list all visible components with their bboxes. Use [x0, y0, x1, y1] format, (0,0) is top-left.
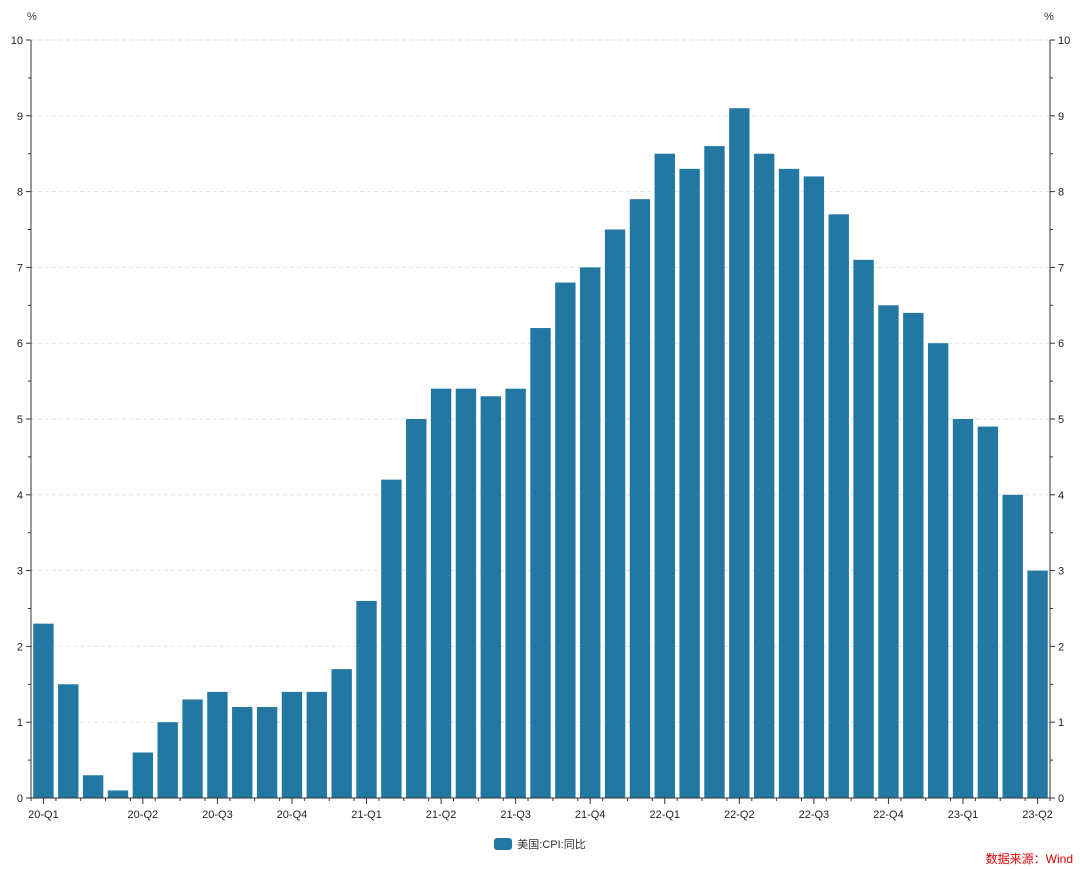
bar	[778, 168, 800, 799]
bar	[182, 699, 203, 798]
x-tick-label: 22-Q3	[799, 809, 830, 821]
bar	[132, 752, 154, 798]
y-tick-label-right: 10	[1058, 35, 1070, 47]
bar	[903, 312, 924, 798]
bar	[157, 722, 178, 798]
bar	[33, 623, 54, 798]
data-source-note: 数据来源：Wind	[985, 852, 1073, 866]
bar	[729, 108, 750, 799]
bar	[853, 259, 874, 798]
y-unit-left: %	[27, 11, 37, 23]
x-tick-label: 21-Q3	[500, 809, 531, 821]
bar	[580, 267, 601, 798]
y-tick-label-right: 3	[1058, 566, 1064, 578]
y-tick-label-right: 2	[1058, 641, 1064, 653]
y-tick-label-left: 10	[11, 35, 23, 47]
bar	[306, 691, 328, 798]
bar	[107, 790, 129, 798]
x-tick-label: 22-Q1	[649, 809, 680, 821]
bar	[679, 168, 700, 799]
bar	[480, 396, 501, 798]
y-tick-label-left: 3	[17, 566, 23, 578]
bar	[753, 153, 775, 798]
bar	[381, 479, 402, 798]
bar	[604, 229, 626, 798]
x-tick-label: 20-Q3	[202, 809, 233, 821]
bar	[58, 684, 79, 798]
bar	[803, 176, 825, 798]
legend-swatch	[494, 838, 513, 850]
bar	[232, 707, 253, 798]
bar	[455, 388, 477, 798]
bar	[331, 669, 352, 798]
y-tick-label-right: 6	[1058, 338, 1064, 350]
bar	[281, 691, 303, 798]
y-tick-label-left: 0	[17, 793, 23, 805]
bar	[927, 343, 949, 798]
bar	[977, 426, 999, 798]
bar	[952, 419, 974, 798]
bar	[1002, 494, 1023, 798]
y-tick-label-right: 9	[1058, 111, 1064, 123]
y-tick-label-right: 1	[1058, 717, 1064, 729]
y-tick-label-left: 2	[17, 641, 23, 653]
bar	[704, 146, 725, 798]
x-tick-label: 20-Q2	[128, 809, 159, 821]
x-tick-label: 21-Q1	[351, 809, 382, 821]
x-tick-label: 23-Q2	[1022, 809, 1053, 821]
y-tick-label-right: 4	[1058, 490, 1064, 502]
bar	[430, 388, 452, 798]
bar	[530, 328, 551, 798]
y-tick-label-left: 7	[17, 262, 23, 274]
bar	[505, 388, 526, 798]
x-tick-label: 22-Q2	[724, 809, 755, 821]
y-tick-label-left: 1	[17, 717, 23, 729]
legend: 美国:CPI:同比	[0, 836, 1080, 852]
x-tick-label: 21-Q4	[575, 809, 606, 821]
bar	[406, 419, 427, 798]
legend-label: 美国:CPI:同比	[517, 839, 586, 851]
bar	[828, 214, 849, 799]
x-tick-label: 20-Q4	[277, 809, 308, 821]
x-tick-label: 23-Q1	[948, 809, 979, 821]
x-tick-label: 21-Q2	[426, 809, 457, 821]
bar	[82, 775, 104, 798]
bar	[555, 282, 576, 798]
x-tick-label: 22-Q4	[873, 809, 904, 821]
y-tick-label-left: 4	[17, 490, 23, 502]
bar	[1027, 570, 1048, 798]
y-tick-label-left: 5	[17, 414, 23, 426]
bar	[256, 707, 278, 798]
y-tick-label-right: 8	[1058, 187, 1064, 199]
bar	[654, 153, 675, 798]
y-unit-right: %	[1044, 11, 1054, 23]
bar	[207, 691, 228, 798]
y-tick-label-left: 9	[17, 111, 23, 123]
bar	[629, 199, 651, 798]
y-tick-label-right: 0	[1058, 793, 1064, 805]
y-tick-label-right: 7	[1058, 262, 1064, 274]
y-tick-label-left: 8	[17, 187, 23, 199]
x-tick-label: 20-Q1	[28, 809, 59, 821]
y-tick-label-right: 5	[1058, 414, 1064, 426]
bar	[878, 305, 899, 798]
bar	[356, 600, 377, 798]
y-tick-label-left: 6	[17, 338, 23, 350]
